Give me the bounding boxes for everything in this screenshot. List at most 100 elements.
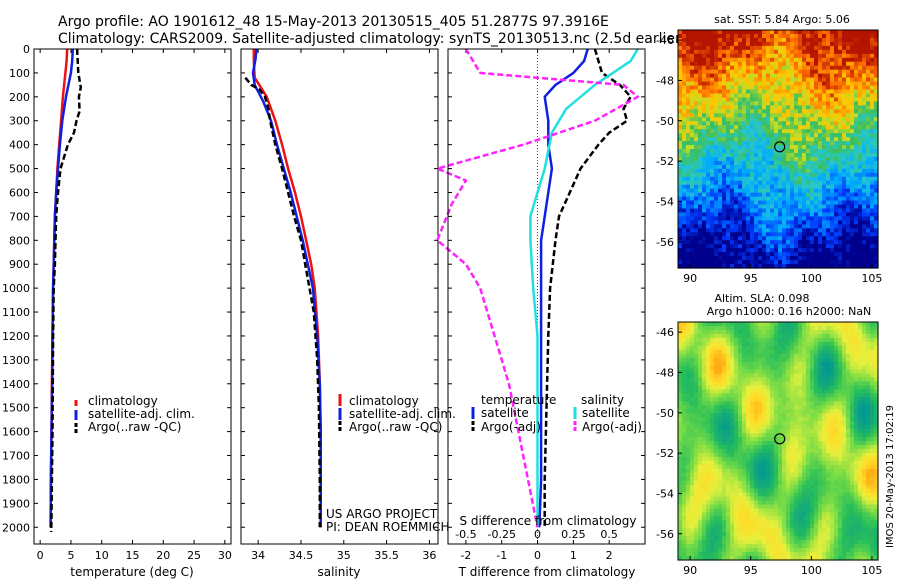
heatmap-cell (874, 97, 879, 102)
heatmap-cell (782, 337, 787, 343)
heatmap-cell (774, 57, 779, 63)
heatmap-cell (694, 41, 699, 47)
heatmap-cell (706, 176, 711, 182)
heatmap-cell (734, 176, 739, 182)
heatmap-cell (758, 345, 763, 351)
heatmap-cell (742, 345, 747, 351)
heatmap-cell (698, 121, 703, 126)
heatmap-cell (830, 224, 835, 229)
heatmap-cell (822, 133, 827, 138)
heatmap-cell (838, 224, 843, 229)
heatmap-cell (750, 160, 755, 166)
heatmap-cell (730, 357, 735, 363)
heatmap-cell (726, 528, 731, 533)
heatmap-cell (758, 520, 763, 525)
heatmap-cell (766, 196, 771, 202)
heatmap-cell (722, 401, 727, 406)
heatmap-cell (758, 81, 763, 87)
heatmap-cell (718, 184, 723, 190)
heatmap-cell (754, 196, 759, 202)
heatmap-cell (718, 256, 723, 261)
heatmap-cell (754, 248, 759, 253)
heatmap-cell (718, 444, 723, 450)
heatmap-cell (754, 524, 759, 529)
heatmap-cell (850, 188, 855, 194)
heatmap-cell (762, 464, 767, 470)
heatmap-cell (766, 349, 771, 355)
heatmap-cell (778, 244, 783, 249)
heatmap-cell (810, 97, 815, 102)
heatmap-cell (786, 425, 791, 430)
heatmap-cell (862, 149, 867, 154)
heatmap-cell (678, 164, 683, 170)
heatmap-cell (722, 172, 727, 178)
heatmap-cell (706, 556, 711, 561)
heatmap-cell (738, 145, 743, 150)
heatmap-cell (746, 520, 751, 525)
heatmap-cell (702, 57, 707, 63)
heatmap-cell (822, 49, 827, 55)
heatmap-cell (722, 208, 727, 214)
heatmap-cell (686, 224, 691, 229)
heatmap-cell (726, 333, 731, 339)
heatmap-cell (710, 369, 715, 375)
heatmap-cell (726, 456, 731, 462)
heatmap-cell (798, 176, 803, 182)
heatmap-cell (738, 41, 743, 47)
heatmap-cell (682, 460, 687, 466)
heatmap-cell (798, 228, 803, 233)
heatmap-cell (778, 429, 783, 434)
heatmap-cell (706, 101, 711, 106)
header-subtitle: Climatology: CARS2009. Satellite-adjuste… (58, 31, 686, 47)
heatmap-cell (830, 228, 835, 233)
heatmap-cell (738, 552, 743, 557)
heatmap-cell (850, 121, 855, 126)
heatmap-cell (698, 520, 703, 525)
heatmap-cell (758, 105, 763, 110)
heatmap-cell (754, 188, 759, 194)
heatmap-cell (678, 456, 683, 462)
heatmap-cell (746, 472, 751, 478)
heatmap-cell (702, 345, 707, 351)
heatmap-cell (758, 365, 763, 371)
heatmap-cell (750, 508, 755, 513)
heatmap-cell (718, 152, 723, 158)
heatmap-cell (718, 121, 723, 126)
heatmap-cell (734, 33, 739, 39)
heatmap-cell (762, 333, 767, 339)
heatmap-cell (826, 200, 831, 206)
heatmap-cell (750, 240, 755, 245)
heatmap-cell (710, 172, 715, 178)
heatmap-cell (734, 164, 739, 170)
heatmap-cell (742, 45, 747, 51)
heatmap-cell (718, 252, 723, 257)
heatmap-cell (854, 53, 859, 59)
heatmap-cell (810, 89, 815, 95)
heatmap-cell (858, 113, 863, 118)
heatmap-cell (766, 224, 771, 229)
heatmap-cell (702, 212, 707, 218)
heatmap-cell (694, 65, 699, 71)
heatmap-cell (722, 97, 727, 102)
heatmap-cell (846, 113, 851, 118)
heatmap-cell (774, 333, 779, 339)
heatmap-cell (782, 377, 787, 383)
heatmap-cell (702, 484, 707, 490)
heatmap-cell (822, 196, 827, 202)
heatmap-cell (710, 49, 715, 55)
heatmap-cell (742, 401, 747, 406)
heatmap-cell (778, 468, 783, 474)
heatmap-cell (774, 357, 779, 363)
heatmap-cell (830, 117, 835, 122)
heatmap-cell (726, 484, 731, 490)
heatmap-cell (786, 152, 791, 158)
heatmap-cell (702, 520, 707, 525)
heatmap-cell (726, 488, 731, 494)
heatmap-cell (722, 425, 727, 430)
heatmap-cell (782, 93, 787, 99)
heatmap-cell (758, 468, 763, 474)
heatmap-cell (682, 381, 687, 387)
heatmap-cell (786, 264, 791, 269)
heatmap-cell (778, 216, 783, 221)
heatmap-cell (734, 184, 739, 190)
